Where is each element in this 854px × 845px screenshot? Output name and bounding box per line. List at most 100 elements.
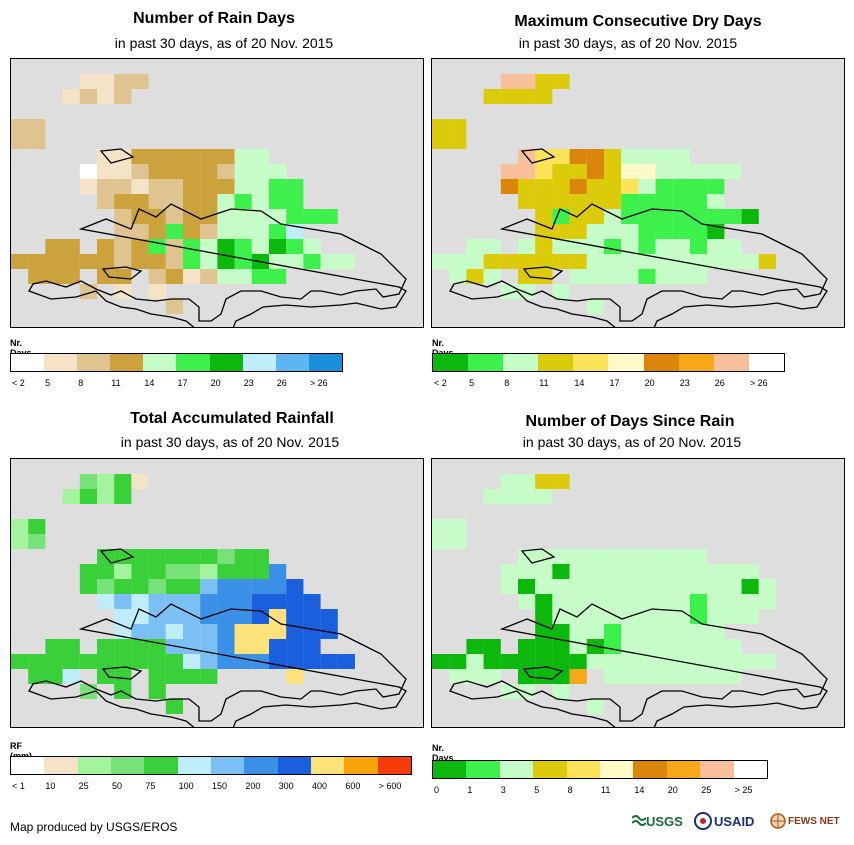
grid-cell [148,684,166,699]
grid-cell [621,164,639,179]
coastline [522,666,564,680]
grid-cell [148,224,166,239]
grid-cell [200,594,218,609]
coastline [101,266,143,280]
grid-cell [79,654,97,669]
grid-cell [707,654,725,669]
legend-swatch [666,761,701,778]
legend-swatch [377,757,411,774]
legend-label: 20 [644,378,655,388]
panel-title: Number of Days Since Rain [525,413,735,430]
legend-labels: < 1 10 25 50 75 100 150 200 300 400 600 > 600 [10,781,420,793]
grid-cell [97,89,115,104]
grid-cell [707,564,725,579]
grid-cell [655,164,673,179]
grid-cell [724,639,742,654]
grid-cell [586,224,604,239]
grid-cell [552,639,570,654]
grid-cell [217,594,235,609]
grid-cell [183,549,201,564]
grid-cell [690,164,708,179]
grid-cell [11,254,29,269]
grid-cell [62,89,80,104]
grid-cell [586,579,604,594]
grid-cell [552,594,570,609]
legend-label: 25 [78,781,89,791]
grid-cell [131,224,149,239]
grid-cell [500,564,518,579]
grid-cell [432,519,450,534]
grid-cell [79,164,97,179]
legend-swatch [11,354,45,371]
coastline [28,203,407,327]
grid-cell [286,654,304,669]
grid-cell [234,269,252,284]
grid-cell [114,179,132,194]
grid-cell [269,254,287,269]
legend-swatch [77,757,111,774]
grid-cell [535,194,553,209]
grid-cell [165,579,183,594]
grid-cell [690,549,708,564]
grid-cell [586,564,604,579]
grid-cell [552,194,570,209]
coastline [449,603,828,727]
grid-cell [586,654,604,669]
grid-cell [535,209,553,224]
grid-cell [672,164,690,179]
panel-subtitle: in past 30 days, as of 20 Nov. 2015 [522,434,742,450]
legend-swatch [242,354,276,371]
grid-cell [200,179,218,194]
legend-label: 26 [276,378,287,388]
grid-cell [741,209,759,224]
legend-label: 11 [111,378,121,388]
grid-cell [114,594,132,609]
legend-label: 8 [78,378,84,388]
legend-swatch [503,354,539,371]
legend-label: < 2 [434,378,447,388]
grid-cell [234,624,252,639]
grid-cell [638,254,656,269]
grid-cell [165,149,183,164]
grid-cell [79,254,97,269]
grid-cell [690,224,708,239]
grid-cell [655,254,673,269]
legend-bar [432,353,785,372]
coastline [28,603,407,727]
grid-cell [251,164,269,179]
grid-cell [707,609,725,624]
grid-cell [234,149,252,164]
grid-cell [586,549,604,564]
grid-cell [114,164,132,179]
grid-cell [217,624,235,639]
grid-cell [449,254,467,269]
grid-cell [655,639,673,654]
grid-cell [604,194,622,209]
map-canvas [432,74,828,327]
grid-cell [655,209,673,224]
grid-cell [183,149,201,164]
grid-cell [707,164,725,179]
grid-cell [621,194,639,209]
grid-cell [131,474,149,489]
grid-cell [28,269,46,284]
legend-label: 3 [500,785,506,795]
grid-cell [518,564,536,579]
grid-cell [269,164,287,179]
grid-cell [552,474,570,489]
grid-cell [183,224,201,239]
grid-cell [724,209,742,224]
grid-cell [518,579,536,594]
grid-cell [303,254,321,269]
grid-cell [183,269,201,284]
grid-cell [690,254,708,269]
grid-cell [500,489,518,504]
grid-cell [234,549,252,564]
grid-cell [97,474,115,489]
grid-cell [569,179,587,194]
grid-cell [449,269,467,284]
legend-label: 1 [467,785,473,795]
grid-cell [724,254,742,269]
grid-cell [45,269,63,284]
grid-cell [655,564,673,579]
